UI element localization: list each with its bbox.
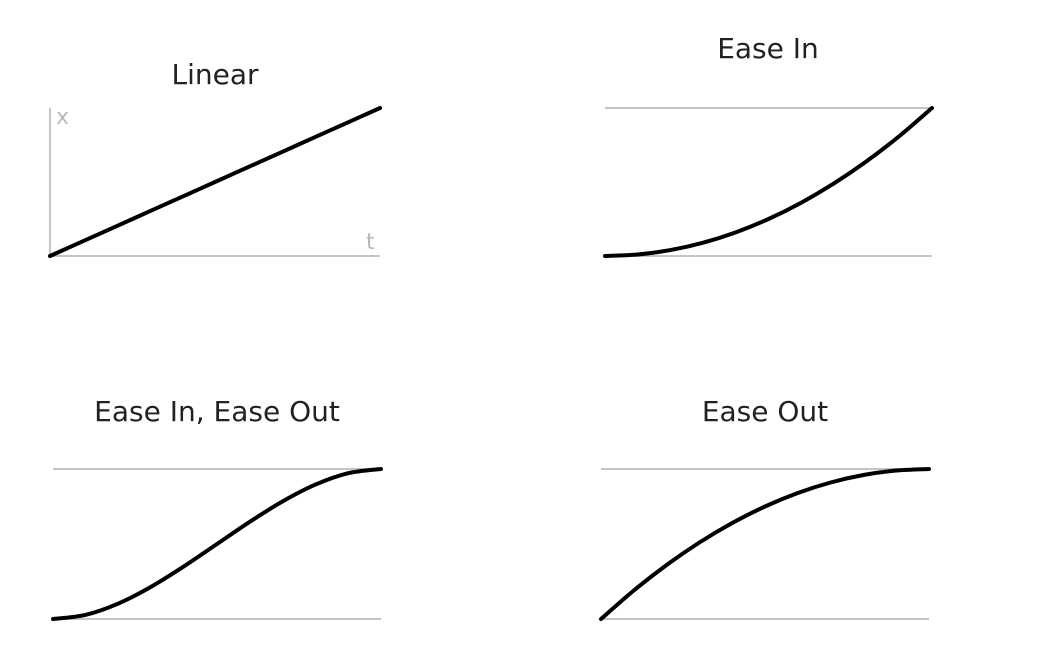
panel-ease-out: Ease Out bbox=[599, 395, 931, 621]
panel-linear: Linear x t bbox=[48, 58, 382, 258]
y-axis-label: x bbox=[56, 105, 69, 130]
series-line-ease-in bbox=[603, 106, 934, 258]
panel-ease-in: Ease In bbox=[603, 32, 934, 258]
series-line-ease-in-ease-out bbox=[51, 467, 383, 621]
x-axis-label: t bbox=[366, 230, 375, 255]
panel-title: Ease Out bbox=[702, 395, 828, 428]
series-line-linear bbox=[48, 106, 382, 258]
panel-title: Ease In, Ease Out bbox=[94, 395, 340, 428]
panel-title: Linear bbox=[171, 58, 259, 91]
panel-ease-in-ease-out: Ease In, Ease Out bbox=[51, 395, 383, 621]
panel-title: Ease In bbox=[717, 32, 819, 65]
series-line-ease-out bbox=[599, 467, 931, 621]
